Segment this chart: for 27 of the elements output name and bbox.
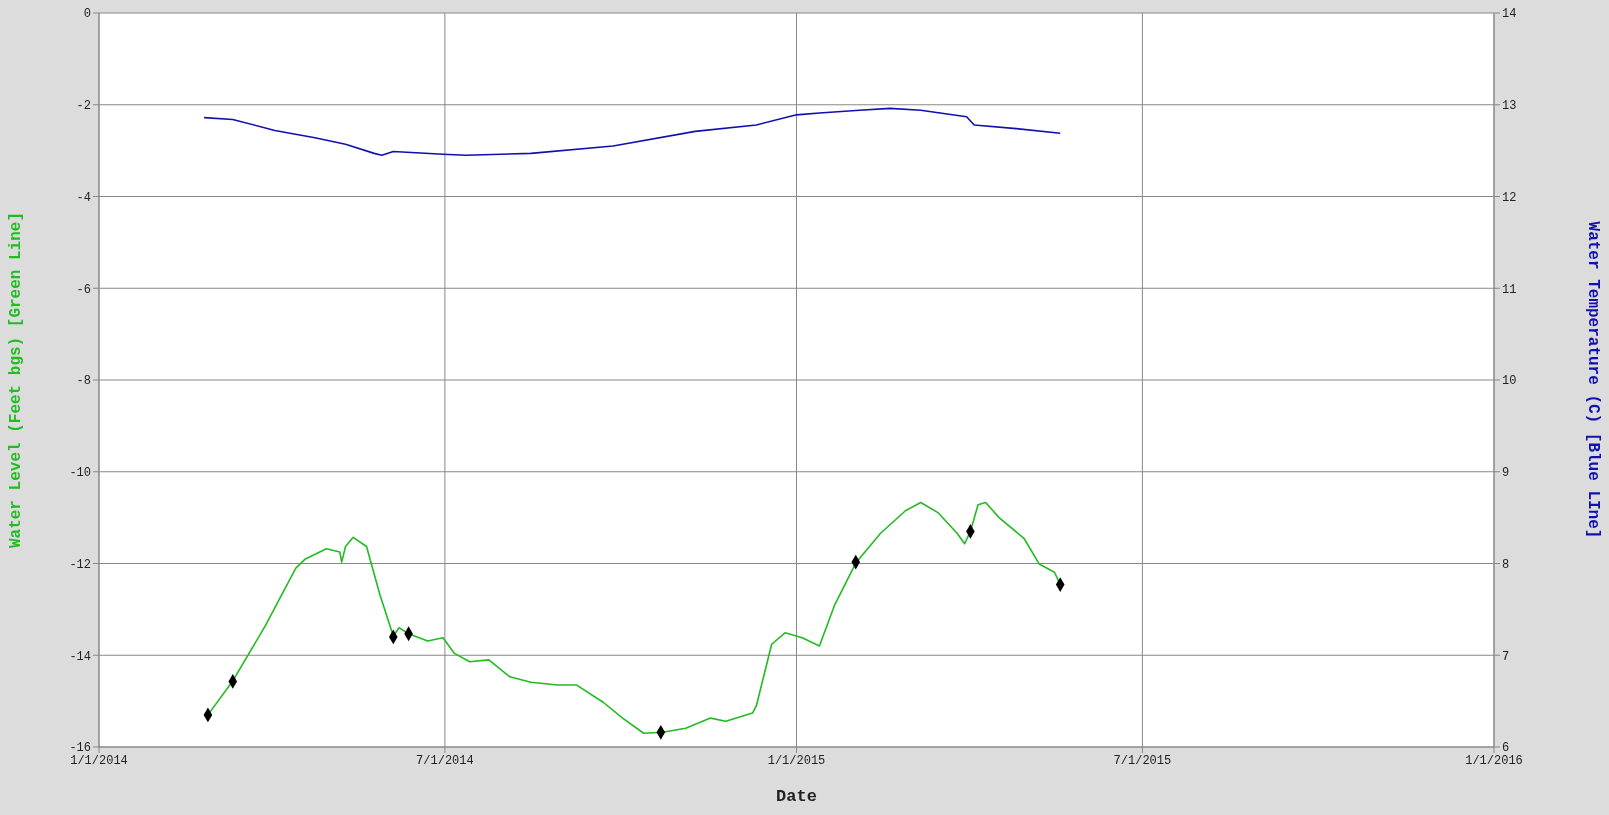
y-tick-label: -4: [76, 190, 91, 205]
y2-tick-label: 9: [1502, 466, 1510, 481]
y-tick-label: -14: [69, 649, 91, 664]
y-tick-label: -8: [76, 374, 91, 389]
y-tick-label: -16: [69, 741, 91, 756]
y-tick-label: -10: [69, 466, 91, 481]
y-tick-label: -2: [76, 99, 91, 114]
x-axis-title: Date: [776, 787, 817, 806]
y2-tick-label: 14: [1502, 7, 1517, 22]
y-axis-title: Water Level (Feet bgs) [Green Line]: [6, 211, 25, 549]
x-tick-label: 1/1/2016: [1465, 753, 1523, 768]
x-tick-label: 1/1/2014: [70, 753, 128, 768]
y2-tick-label: 8: [1502, 557, 1510, 572]
x-tick-label: 7/1/2014: [416, 753, 474, 768]
y2-tick-label: 10: [1502, 374, 1517, 389]
y2-tick-label: 12: [1502, 190, 1517, 205]
x-tick-label: 7/1/2015: [1113, 753, 1172, 768]
y-tick-label: -12: [69, 557, 91, 572]
y2-axis-title: Water Temperature (C) [Blue LIne]: [1584, 221, 1603, 539]
x-tick-label: 1/1/2015: [767, 753, 826, 768]
y2-tick-label: 13: [1502, 99, 1517, 114]
y2-tick-label: 6: [1502, 741, 1510, 756]
y-tick-label: -6: [76, 282, 91, 297]
y2-tick-label: 11: [1502, 282, 1517, 297]
y2-tick-label: 7: [1502, 649, 1510, 664]
line-series: [203, 107, 1062, 157]
y-tick-label: 0: [83, 7, 91, 22]
